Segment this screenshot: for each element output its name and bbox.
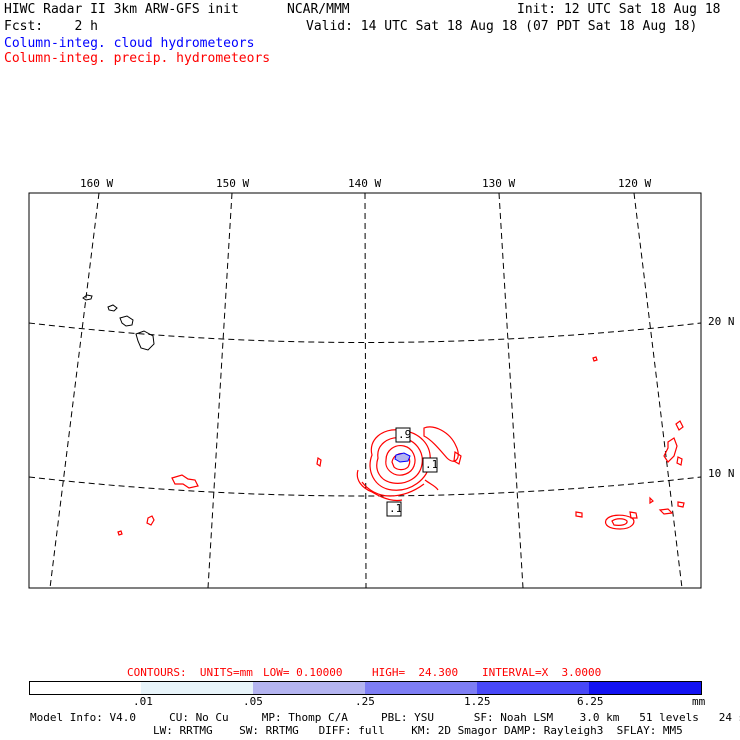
precip-contour (356, 469, 403, 502)
meridian-120w (633, 192, 683, 589)
colorbar-tick: .01 (133, 695, 153, 708)
precip-contour (361, 481, 425, 497)
forecast-hour: Fcst: 2 h (4, 19, 98, 34)
contour-label: .1 (425, 458, 439, 471)
contour-high: HIGH= 24.300 (372, 666, 459, 679)
lat-label-10n: 10 N (708, 467, 735, 480)
colorbar-bin (589, 681, 702, 695)
precip-contour (146, 515, 155, 526)
precip-contour (575, 511, 583, 518)
model-info-line1: Model Info: V4.0 CU: No Cu MP: Thomp C/A… (30, 711, 740, 724)
colorbar-tick: 6.25 (577, 695, 604, 708)
precip-contour (649, 496, 654, 505)
contour-label-box (395, 427, 411, 443)
precip-contours (117, 356, 685, 536)
plot-title: HIWC Radar II 3km ARW-GFS init (4, 2, 239, 17)
cloud-contour (394, 452, 411, 463)
maui-island (119, 315, 134, 327)
meridian-130w (498, 192, 524, 589)
colorbar-tick: 1.25 (464, 695, 491, 708)
precip-contour (424, 479, 439, 491)
precip-contour (676, 456, 683, 466)
precip-contour (592, 356, 598, 362)
colorbar-bin (365, 681, 477, 695)
colorbar-unit: mm (692, 695, 706, 708)
hawaii-coastline (82, 294, 155, 351)
oahu-island (107, 304, 118, 312)
precip-contour (629, 511, 638, 519)
precip-contour (658, 508, 674, 515)
precip-contour (677, 501, 685, 508)
lon-label-130w: 130 W (482, 177, 516, 190)
lon-label-140w: 140 W (348, 177, 382, 190)
parallel-10n (28, 476, 702, 497)
colorbar-bin (141, 681, 253, 695)
contour-label-box (386, 501, 402, 517)
model-info-line2: LW: RRTMG SW: RRTMG DIFF: full KM: 2D Sm… (153, 724, 683, 737)
meridian-160w (49, 192, 100, 589)
colorbar-bin (253, 681, 365, 695)
precip-contour (376, 437, 423, 484)
precip-contour (663, 437, 678, 463)
precip-contour (385, 445, 416, 476)
colorbar-tick: .25 (355, 695, 375, 708)
contour-low: LOW= 0.10000 (263, 666, 343, 679)
big-island (135, 330, 155, 351)
precip-contour (675, 420, 684, 431)
colorbar-bin (29, 681, 142, 695)
lon-label-120w: 120 W (618, 177, 652, 190)
precip-contour (611, 518, 628, 526)
parallel-20n (28, 322, 702, 343)
precip-field-label: Column-integ. precip. hydrometeors (4, 51, 271, 66)
precip-contour (117, 530, 123, 536)
cloud-contours (394, 452, 411, 463)
meridian-150w (207, 192, 233, 589)
colorbar (29, 681, 703, 695)
precip-contour (423, 426, 459, 462)
precip-contour (171, 474, 199, 489)
contour-label-boxes (386, 427, 438, 517)
lat-label-20n: 20 N (708, 315, 735, 328)
map-frame (28, 192, 702, 589)
precip-contour (604, 514, 635, 530)
colorbar-tick: .05 (243, 695, 263, 708)
colorbar-bin (477, 681, 589, 695)
valid-time: Valid: 14 UTC Sat 18 Aug 18 (07 PDT Sat … (306, 19, 698, 34)
organization-label: NCAR/MMM (287, 2, 350, 17)
contour-label-box (422, 457, 438, 473)
kauai-island (82, 294, 93, 301)
meridian-140w (364, 192, 367, 589)
contour-units: CONTOURS: UNITS=mm (127, 666, 253, 679)
lon-label-160w: 160 W (80, 177, 114, 190)
precip-contour (453, 450, 462, 465)
lon-label-150w: 150 W (216, 177, 250, 190)
contour-interval: INTERVAL=X 3.0000 (482, 666, 602, 679)
precip-contour (316, 456, 322, 468)
contour-label: .1 (389, 502, 403, 515)
init-time: Init: 12 UTC Sat 18 Aug 18 (517, 2, 721, 17)
contour-label: .9 (398, 428, 412, 441)
cloud-field-label: Column-integ. cloud hydrometeors (4, 36, 255, 51)
graticule (28, 192, 702, 589)
